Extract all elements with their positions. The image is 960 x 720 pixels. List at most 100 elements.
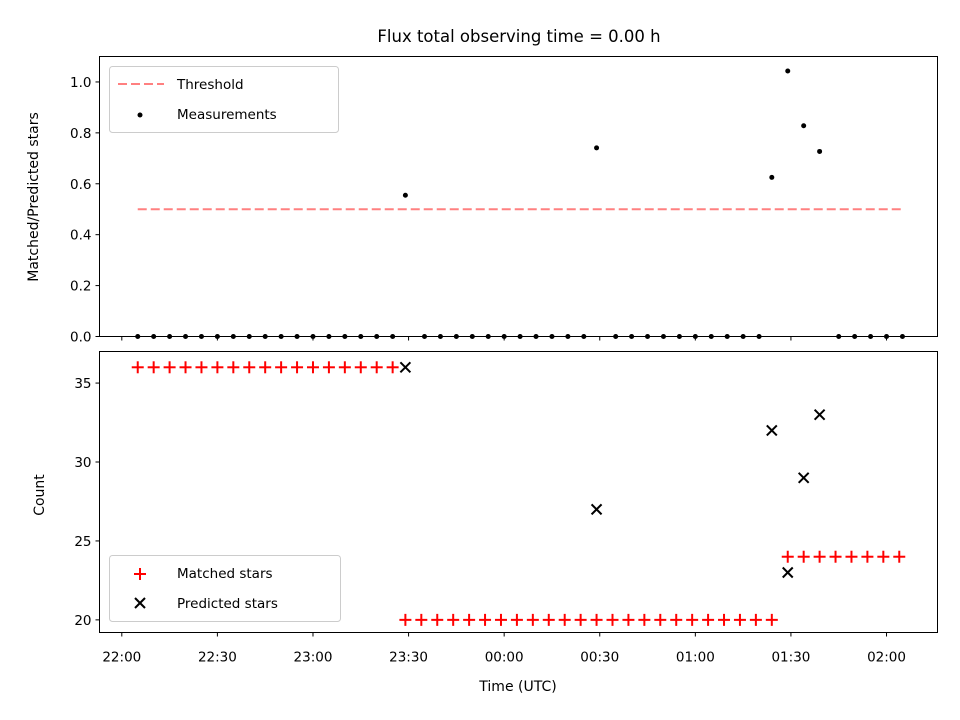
matched-star-marker xyxy=(211,361,224,374)
matched-star-marker xyxy=(147,361,160,374)
measurement-point xyxy=(769,174,775,180)
measurement-point xyxy=(817,148,823,154)
legend-matched-stars-label: Matched stars xyxy=(177,566,273,582)
predicted-star-marker-b xyxy=(590,503,603,516)
bottom-y-tick-label: 20 xyxy=(74,613,91,629)
bottom-x-tick-label: 00:30 xyxy=(580,650,619,666)
legend-threshold-label: Threshold xyxy=(176,77,244,93)
matched-star-marker xyxy=(399,613,412,626)
legend-predicted-stars-label: Predicted stars xyxy=(177,596,278,612)
matched-star-marker xyxy=(259,361,272,374)
matched-star-marker xyxy=(463,613,476,626)
matched-star-marker xyxy=(877,550,890,563)
predicted-star-marker-b xyxy=(797,472,810,484)
measurements-legend-swatch xyxy=(137,112,143,118)
matched-star-marker xyxy=(163,361,176,374)
matched-star-marker xyxy=(590,613,603,626)
predicted-star-marker-b xyxy=(399,361,412,373)
top-y-tick-label: 0.0 xyxy=(70,330,91,346)
matched-star-marker xyxy=(510,613,523,626)
matched-star-marker xyxy=(654,613,667,626)
bottom-x-tick-label: 01:30 xyxy=(771,650,810,666)
bottom-x-tick-label: 23:30 xyxy=(389,650,428,666)
predicted-star-marker-b xyxy=(782,566,794,579)
predicted-star-marker xyxy=(399,361,412,373)
x-axis-label: Time (UTC) xyxy=(478,679,556,695)
measurement-point xyxy=(801,123,807,129)
matched-star-marker xyxy=(893,550,906,563)
matched-star-marker xyxy=(733,613,746,626)
matched-star-marker xyxy=(386,361,399,374)
matched-star-marker xyxy=(765,613,778,626)
top-legend: Threshold Measurements xyxy=(109,66,339,133)
top-y-tick-label: 0.6 xyxy=(70,177,91,193)
predicted-star-marker xyxy=(797,472,810,484)
top-y-axis-label: Matched/Predicted stars xyxy=(26,112,42,282)
matched-star-marker xyxy=(718,613,731,626)
top-plot-area: 0.0 0.2 0.4 0.6 0.8 1.0 Threshold Measurement… xyxy=(70,56,938,346)
measurement-point xyxy=(402,192,408,198)
bottom-legend-box xyxy=(109,555,341,622)
matched-star-marker xyxy=(227,361,240,374)
matched-star-marker xyxy=(845,550,858,563)
matched-star-marker xyxy=(370,361,383,374)
matched-star-marker xyxy=(797,550,810,563)
bottom-y-ticks: 20 25 30 35 xyxy=(74,376,100,629)
top-y-ticks: 0.0 0.2 0.4 0.6 0.8 1.0 xyxy=(70,75,100,346)
legend-measurements-label: Measurements xyxy=(177,107,277,123)
matched-star-marker xyxy=(354,361,367,374)
matched-star-marker xyxy=(829,550,842,563)
bottom-plot-area: 20 25 30 35 22:00 22:30 23:00 23:30 00:00 00:30 0… xyxy=(74,351,938,666)
predicted-star-marker xyxy=(782,566,794,579)
bottom-x-ticks: 22:00 22:30 23:00 23:30 00:00 00:30 01:00 01:30… xyxy=(102,632,906,666)
bottom-y-tick-label: 35 xyxy=(74,376,91,392)
top-y-tick-label: 1.0 xyxy=(70,75,91,91)
top-plot-marks xyxy=(135,68,905,339)
bottom-legend: Matched stars Predicted stars xyxy=(109,555,341,622)
matched-star-marker xyxy=(670,613,683,626)
matched-star-marker xyxy=(306,361,319,374)
matched-star-marker xyxy=(275,361,288,374)
bottom-y-tick-label: 25 xyxy=(74,534,91,550)
bottom-x-tick-label: 01:00 xyxy=(676,650,715,666)
predicted-star-marker xyxy=(813,408,826,421)
bottom-x-tick-label: 22:30 xyxy=(198,650,237,666)
matched-star-marker xyxy=(606,613,619,626)
measurement-point xyxy=(785,68,791,74)
matched-star-marker xyxy=(479,613,492,626)
matched-star-marker xyxy=(558,613,571,626)
matched-star-marker xyxy=(131,361,144,374)
top-y-tick-label: 0.8 xyxy=(70,126,91,142)
matched-star-marker xyxy=(749,613,762,626)
matched-star-marker xyxy=(415,613,428,626)
matched-star-marker xyxy=(291,361,304,374)
matched-star-marker xyxy=(431,613,444,626)
bottom-y-axis-label: Count xyxy=(32,474,48,516)
matched-star-marker xyxy=(338,361,351,374)
bottom-x-tick-label: 22:00 xyxy=(102,650,141,666)
matched-star-marker xyxy=(574,613,587,626)
matched-star-marker xyxy=(494,613,507,626)
predicted-stars-legend-swatch xyxy=(134,597,146,609)
predicted-star-marker xyxy=(590,503,603,516)
matched-star-marker xyxy=(638,613,651,626)
predicted-star-marker xyxy=(766,424,778,437)
predicted-star-marker-b xyxy=(813,408,826,421)
bottom-plot-marks xyxy=(131,361,906,626)
top-axes-frame xyxy=(99,56,938,337)
top-y-tick-label: 0.4 xyxy=(70,228,91,244)
matched-star-marker xyxy=(861,550,874,563)
matched-star-marker xyxy=(243,361,256,374)
bottom-y-tick-label: 30 xyxy=(74,455,91,471)
predicted-star-marker-b xyxy=(766,424,778,437)
measurement-point xyxy=(594,145,600,151)
matched-star-marker xyxy=(195,361,208,374)
matched-star-marker xyxy=(179,361,192,374)
matched-star-marker xyxy=(542,613,555,626)
chart-title: Flux total observing time = 0.00 h xyxy=(377,27,660,46)
bottom-x-tick-label: 00:00 xyxy=(485,650,524,666)
matched-star-marker xyxy=(622,613,635,626)
top-y-tick-label: 0.2 xyxy=(70,279,91,295)
matched-star-marker xyxy=(686,613,699,626)
